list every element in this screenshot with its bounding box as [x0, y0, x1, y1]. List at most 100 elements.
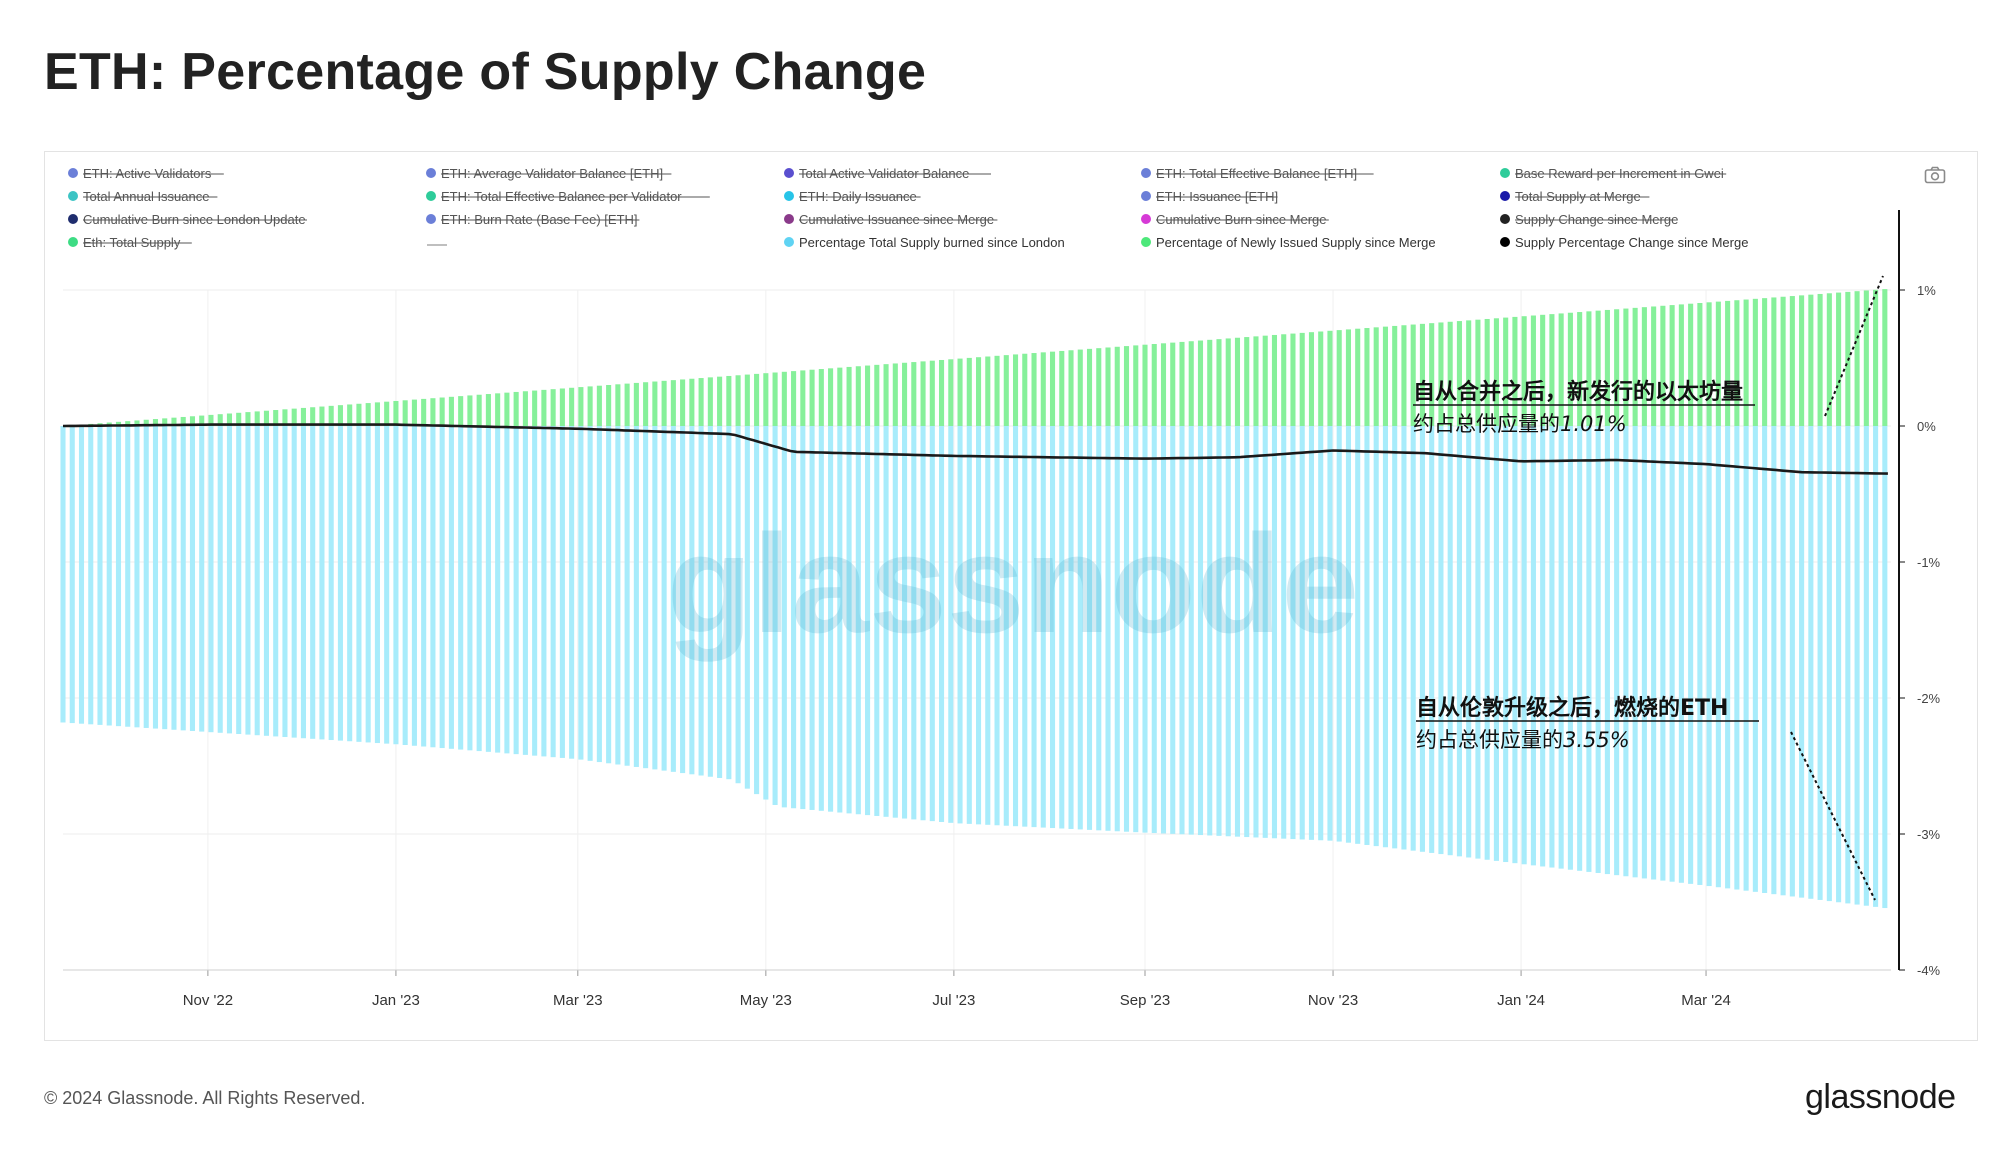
burned-bar	[1336, 426, 1342, 842]
legend-item[interactable]: Cumulative Burn since London Update	[68, 212, 307, 227]
issued-bar	[1022, 353, 1028, 426]
burned-bar	[1022, 426, 1028, 827]
issued-bar	[300, 407, 306, 426]
legend-item[interactable]: ETH: Total Effective Balance per Validat…	[426, 189, 710, 204]
burned-bar	[902, 426, 908, 819]
issued-bar	[1040, 352, 1046, 426]
burned-bar	[485, 426, 491, 752]
issued-bar	[1345, 329, 1352, 426]
burned-bar	[1595, 426, 1601, 873]
burned-bar	[1151, 426, 1157, 834]
burned-bar	[1290, 426, 1296, 840]
burned-bar	[865, 426, 871, 816]
burned-bar	[1521, 426, 1527, 865]
issued-bar	[347, 404, 353, 426]
camera-icon[interactable]	[1924, 166, 1946, 184]
issued-bar	[1475, 319, 1481, 426]
legend-item[interactable]: Total Active Validator Balance	[784, 166, 991, 181]
legend-item[interactable]: Percentage of Newly Issued Supply since …	[1141, 235, 1436, 250]
issued-bar	[680, 379, 686, 426]
issued-bar	[587, 386, 593, 426]
legend-item[interactable]: Base Reward per Increment in Gwei	[1500, 166, 1727, 181]
burned-bar	[522, 426, 528, 755]
issued-bar	[1799, 295, 1805, 426]
legend-item[interactable]: ETH: Daily Issuance	[784, 189, 921, 204]
footer-logo[interactable]: glassnode	[1805, 1078, 1956, 1116]
legend-item[interactable]: Eth: Total Supply	[68, 235, 192, 250]
issued-bar	[328, 405, 334, 426]
legend-item[interactable]: Total Annual Issuance	[68, 189, 218, 204]
legend-item[interactable]: ETH: Active Validators	[68, 166, 224, 181]
issued-bar	[199, 415, 205, 426]
burned-bar	[180, 426, 186, 731]
legend-item[interactable]: Cumulative Burn since Merge	[1141, 212, 1329, 227]
legend-item[interactable]: Supply Percentage Change since Merge	[1500, 235, 1748, 250]
legend-item[interactable]: ETH: Burn Rate (Base Fee) [ETH]	[426, 212, 640, 227]
legend-item[interactable]: Cumulative Issuance since Merge	[784, 212, 998, 227]
burned-bar	[532, 426, 538, 756]
burned-bar	[1373, 426, 1379, 847]
burned-bar	[1836, 426, 1842, 903]
burned-bar	[1105, 426, 1111, 831]
burned-bar	[643, 426, 649, 769]
burned-bar	[624, 426, 630, 766]
legend-item[interactable]: Supply Change since Merge	[1500, 212, 1678, 227]
burned-bar	[1854, 426, 1860, 905]
issued-bar	[1308, 332, 1315, 426]
burned-bar	[735, 426, 741, 784]
burned-bar	[1040, 426, 1046, 828]
burned-bar	[1429, 426, 1435, 853]
page-title: ETH: Percentage of Supply Change	[44, 43, 927, 101]
legend-item[interactable]: ETH: Issuance [ETH]	[1141, 189, 1278, 204]
issued-bar	[189, 416, 196, 426]
issued-bar	[1419, 323, 1425, 426]
issued-bar	[1355, 328, 1361, 426]
issued-bar	[1327, 330, 1333, 426]
legend-item[interactable]: Total Supply at Merge	[1500, 189, 1650, 204]
burned-bar	[439, 426, 445, 749]
xtick-label: Mar '24	[1681, 992, 1731, 1009]
issued-bar	[171, 417, 177, 426]
legend-swatch	[1500, 191, 1510, 201]
issued-bar	[1123, 346, 1130, 426]
issued-bar	[1197, 340, 1204, 426]
issued-bar	[818, 369, 824, 426]
legend-item[interactable]: ETH: Total Effective Balance [ETH]	[1141, 166, 1374, 181]
issued-bar	[1225, 338, 1231, 426]
issued-bar	[254, 411, 260, 426]
issued-bar	[217, 414, 223, 426]
burned-bar	[199, 426, 205, 732]
issued-bar	[596, 385, 602, 426]
issued-bar	[1549, 314, 1555, 426]
legend-item[interactable]: Percentage Total Supply burned since Lon…	[784, 235, 1065, 250]
issued-bar	[1678, 304, 1684, 426]
legend-item[interactable]: ETH: Average Validator Balance [ETH]	[426, 166, 672, 181]
issued-bar	[1244, 337, 1250, 426]
burned-bar	[1188, 426, 1194, 835]
burned-bar	[633, 426, 639, 767]
issued-bar	[1234, 337, 1241, 426]
burned-bar	[985, 426, 991, 825]
burned-bar	[1817, 426, 1823, 900]
ytick-label: -1%	[1917, 555, 1941, 570]
issued-bar	[134, 420, 140, 426]
burned-bar	[1253, 426, 1259, 838]
burned-bar	[1780, 426, 1786, 896]
burned-bar	[1345, 426, 1352, 843]
burned-bar	[282, 426, 288, 738]
xtick-label: Jan '23	[372, 992, 420, 1009]
burned-bar	[365, 426, 371, 743]
burned-bar	[273, 426, 279, 737]
issued-bar	[670, 380, 676, 426]
burned-bar	[1734, 426, 1740, 890]
issued-bar	[1133, 345, 1139, 426]
issued-bar	[772, 372, 778, 426]
issued-bar	[1817, 293, 1823, 426]
issued-bar	[800, 370, 806, 426]
burned-bar	[1845, 426, 1851, 904]
burned-bar	[1160, 426, 1167, 834]
issued-bar	[763, 373, 769, 426]
burned-bar	[1114, 426, 1120, 832]
burned-bar	[1530, 426, 1536, 866]
burned-bar	[883, 426, 889, 817]
